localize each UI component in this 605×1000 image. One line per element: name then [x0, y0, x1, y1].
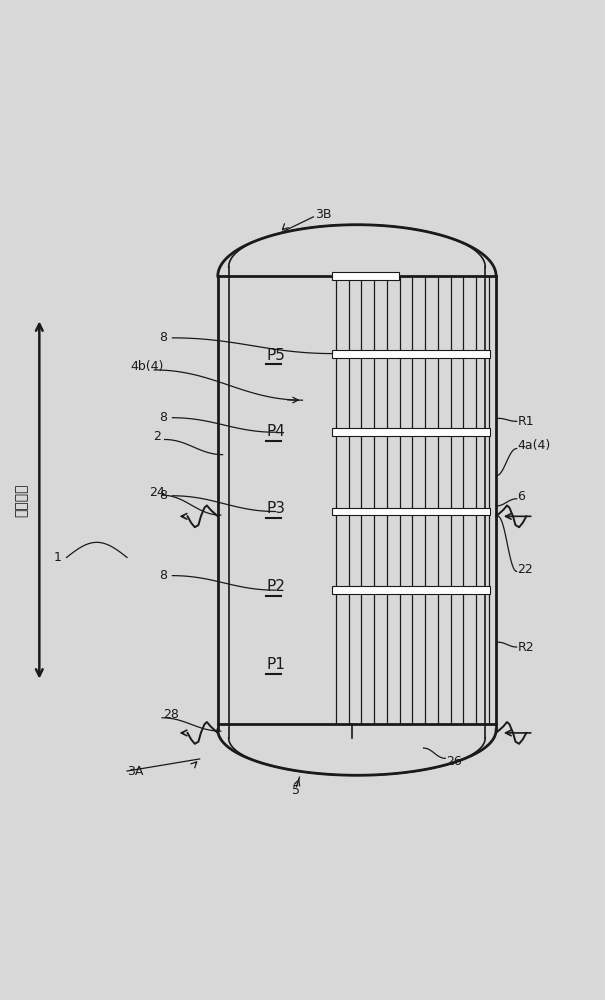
Text: 26: 26 [446, 755, 462, 768]
Bar [332, 428, 490, 436]
Text: P2: P2 [266, 579, 285, 594]
Bar [332, 586, 490, 594]
Text: 3B: 3B [315, 208, 331, 221]
Text: R1: R1 [517, 415, 534, 428]
Text: P1: P1 [266, 657, 285, 672]
Text: 4a(4): 4a(4) [517, 439, 551, 452]
Text: 8: 8 [159, 489, 168, 502]
Text: 8: 8 [159, 331, 168, 344]
Text: P5: P5 [266, 348, 285, 363]
Text: 28: 28 [163, 708, 179, 721]
Text: 长度方向: 长度方向 [14, 483, 28, 517]
Text: R2: R2 [517, 641, 534, 654]
Text: 6: 6 [517, 490, 525, 503]
Bar [332, 350, 490, 358]
Text: 24: 24 [149, 486, 165, 499]
Text: 22: 22 [517, 563, 533, 576]
Text: 3A: 3A [127, 765, 143, 778]
Bar [332, 272, 399, 280]
Text: 2: 2 [153, 430, 162, 443]
Bar [332, 508, 490, 515]
Text: 1: 1 [53, 551, 62, 564]
Text: 8: 8 [159, 569, 168, 582]
Text: P3: P3 [266, 501, 285, 516]
Text: 4b(4): 4b(4) [130, 360, 163, 373]
Text: 8: 8 [159, 411, 168, 424]
Text: 5: 5 [292, 784, 301, 797]
Text: P4: P4 [266, 424, 285, 440]
